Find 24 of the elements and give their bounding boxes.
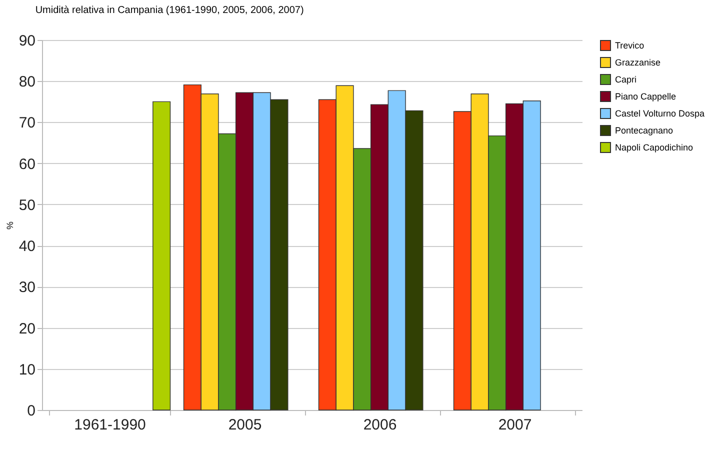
y-tick-label: 60 xyxy=(18,156,36,173)
x-tick-label: 2006 xyxy=(363,416,397,434)
bar xyxy=(152,101,171,410)
y-tick-label: 20 xyxy=(18,320,36,338)
x-tick-label: 2005 xyxy=(228,416,262,434)
legend-label: Pontecagnano xyxy=(615,126,674,136)
y-tick-label: 70 xyxy=(18,114,36,132)
legend-label: Trevico xyxy=(615,40,644,50)
legend-label: Castel Volturno Dospa xyxy=(615,108,705,118)
y-tick-label: 90 xyxy=(18,32,36,50)
legend-label: Grazzanise xyxy=(615,58,661,68)
y-axis-title: % xyxy=(4,221,15,230)
x-tick-label: 2007 xyxy=(498,416,532,434)
legend-label: Napoli Capodichino xyxy=(615,142,694,152)
chart-title: Umidità relativa in Campania (1961-1990, 2005, 2006, 2007) xyxy=(35,5,304,16)
y-tick-label: 0 xyxy=(27,402,36,420)
y-tick-label: 10 xyxy=(18,361,36,378)
y-tick-label: 40 xyxy=(18,238,36,256)
y-tick-label: 30 xyxy=(18,279,36,296)
y-tick-label: 80 xyxy=(18,74,36,91)
legend-label: Piano Cappelle xyxy=(615,92,676,102)
legend-label: Capri xyxy=(615,74,637,84)
y-tick-label: 50 xyxy=(18,196,36,214)
x-tick-label: 1961-1990 xyxy=(74,416,146,434)
